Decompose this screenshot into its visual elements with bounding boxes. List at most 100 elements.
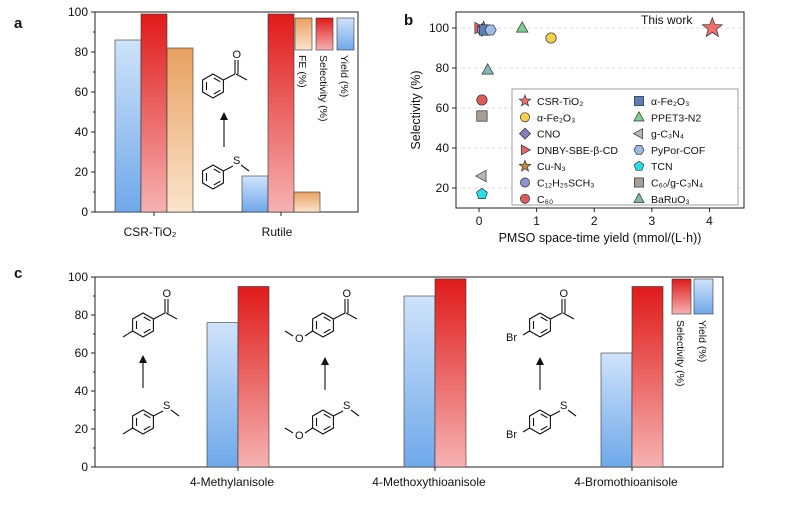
panel-a-legend: FE (%) Selectivity (%) Yield (%) (294, 17, 355, 122)
panel-c-molecule-1-oxygen-label: O (163, 288, 172, 300)
panel-b-x-tick-label-1: 1 (533, 214, 540, 228)
panel-b-legend-label-12: C₆₀/g-C₃N₄ (651, 178, 703, 190)
panel-b-legend-marker-1 (520, 112, 530, 123)
panel-b-legend-marker-9 (632, 127, 644, 140)
panel-b-legend-label-6: C₆₀ (537, 194, 553, 206)
panel-c-molecule-2-methoxy-oxygen-label-2: O (295, 430, 304, 442)
panel-a-x-axis: CSR-TiO₂ Rutile (124, 212, 293, 239)
panel-a-bar-1-0 (241, 175, 269, 213)
panel-b-legend-label-1: α-Fe₂O₃ (537, 112, 575, 124)
panel-a-bar-1-1 (267, 13, 295, 213)
panel-a-legend-label-2: Yield (%) (338, 55, 350, 97)
panel-b-legend-marker-11 (633, 160, 645, 171)
panel-b-annotation-this-work: This work (641, 13, 693, 27)
panel-b-point-6 (476, 94, 488, 106)
panel-b-y-tick-label-1: 40 (436, 141, 450, 155)
panel-c-legend-label-0: Selectivity (%) (674, 320, 686, 387)
panel-c-bar-1-1 (434, 278, 467, 468)
panel-b-legend-label-0: CSR-TiO₂ (537, 96, 583, 108)
panel-c-x-label-1: 4-Methoxythioanisole (372, 475, 486, 489)
panel-letter-c: c (14, 265, 22, 282)
panel-b-legend-marker-2 (518, 127, 532, 140)
panel-c-bar-1-0 (403, 295, 436, 468)
panel-b-legend-marker-8 (633, 111, 645, 122)
panel-b-legend-label-11: TCN (651, 161, 673, 173)
panel-a-arrowhead-icon (220, 112, 228, 120)
panel-c-molecule-2-methoxy-oxygen-label: O (295, 333, 304, 345)
panel-b-legend-marker-5 (520, 177, 530, 188)
panel-a-legend-swatch-2 (336, 17, 355, 51)
panel-c-molecule-2-sulfur-label: S (343, 400, 350, 412)
panel-b-legend: CSR-TiO₂ α-Fe₂O₃ CNO DNBY-SBE-β-CD Cu-N₃ C₁₂H… (518, 94, 705, 206)
panel-letter-b: b (404, 12, 413, 29)
panel-a-y-tick-label-4: 80 (75, 45, 89, 59)
panel-c-bar-2-0 (600, 352, 633, 468)
panel-c-molecule-3-sulfoxide: Br O (506, 288, 575, 344)
panel-c-bar-2-1 (631, 286, 664, 468)
panel-c-y-axis: 0 20 40 60 80 100 (68, 270, 95, 474)
panel-b-scatter-chart: 20 40 60 80 100 0 1 2 3 4 PMSO space-time yield … (409, 11, 745, 245)
panel-c-molecule-3-bromine-label: Br (506, 332, 517, 344)
panel-c-molecule-2-sulfide: O S (284, 400, 360, 442)
panel-b-x-axis: 0 1 2 3 4 (476, 208, 713, 228)
panel-a-x-label-1: Rutile (262, 225, 293, 239)
panel-c-molecule-3-bromine-label-2: Br (506, 429, 517, 441)
panel-c-molecule-1-sulfide: S (122, 400, 180, 435)
panel-c-molecule-3-sulfur-label: S (560, 400, 567, 412)
panel-a-legend-label-0: FE (%) (296, 55, 308, 88)
panel-b-point-1 (545, 32, 557, 44)
panel-a-bar-0-0 (114, 39, 142, 213)
panel-c-y-tick-label-1: 20 (75, 422, 89, 436)
panel-c-bar-0-1 (237, 286, 270, 468)
panel-b-plot-frame (455, 11, 745, 209)
panel-c-y-tick-label-5: 100 (68, 270, 88, 284)
panel-b-legend-label-10: PyPor-COF (651, 145, 705, 157)
panel-c-bars (206, 278, 664, 468)
panel-c-legend-swatch-0 (671, 278, 692, 315)
panel-a-y-axis: 0 20 40 60 80 100 (68, 5, 95, 219)
panel-b-legend-label-9: g-C₃N₄ (651, 129, 684, 141)
panel-c-bar-0-0 (206, 322, 239, 468)
panel-a-bar-0-1 (140, 13, 168, 213)
panel-c-y-tick-label-4: 80 (75, 308, 89, 322)
panel-a-bar-0-2 (166, 47, 194, 213)
panel-a-y-tick-label-1: 20 (75, 165, 89, 179)
panel-c-arrowhead-1-icon (139, 355, 147, 363)
panel-b-point-13 (481, 63, 494, 75)
panel-a-x-label-0: CSR-TiO₂ (124, 225, 177, 239)
panel-c-arrowhead-3-icon (536, 357, 544, 365)
panel-a-bar-chart: 0 20 40 60 80 100 CSR-TiO₂ Rutile O S FE (%) Se… (68, 5, 359, 239)
panel-c-molecule-2-sulfoxide: O O (284, 288, 358, 345)
panel-b-legend-marker-4 (518, 159, 532, 172)
panel-b-x-tick-label-0: 0 (476, 214, 483, 228)
panel-a-legend-swatch-0 (294, 17, 313, 51)
panel-b-legend-label-13: BaRuO₃ (651, 194, 690, 206)
panel-a-legend-swatch-1 (315, 17, 334, 51)
panel-b-legend-marker-6 (520, 193, 530, 204)
panel-a-y-tick-label-0: 0 (81, 205, 88, 219)
panel-b-legend-marker-13 (633, 192, 645, 203)
panel-b-legend-label-8: PPET3-N2 (651, 112, 701, 124)
panel-c-legend-label-1: Yield (%) (696, 320, 708, 362)
panel-a-sulfoxide-oxygen-label: O (233, 49, 242, 61)
panel-a-y-tick-label-3: 60 (75, 85, 89, 99)
panel-a-legend-label-1: Selectivity (%) (317, 55, 329, 122)
panel-b-legend-marker-3 (520, 144, 532, 156)
panel-c-bar-chart: 0 20 40 60 80 100 4-Methylanisole 4-Methoxythi… (68, 270, 724, 489)
panel-b-y-tick-label-2: 60 (436, 101, 450, 115)
panel-c-legend-swatch-1 (693, 278, 714, 315)
panel-a-bar-1-2 (293, 191, 321, 213)
panel-c-y-tick-label-0: 0 (81, 460, 88, 474)
panel-a-molecule-sulfide: S (202, 155, 250, 190)
panel-b-y-tick-label-3: 80 (436, 61, 450, 75)
panel-b-legend-label-2: CNO (537, 129, 560, 141)
panel-a-y-tick-label-5: 100 (68, 5, 88, 19)
panel-a-y-tick-label-2: 40 (75, 125, 89, 139)
panel-b-legend-label-3: DNBY-SBE-β-CD (537, 145, 618, 157)
panel-c-y-tick-label-2: 40 (75, 384, 89, 398)
panel-b-y-tick-label-4: 100 (429, 21, 449, 35)
panel-letter-a: a (14, 15, 23, 32)
panel-c-x-label-0: 4-Methylanisole (190, 475, 274, 489)
panel-b-point-11 (476, 187, 488, 199)
panel-b-point-9 (474, 169, 487, 183)
